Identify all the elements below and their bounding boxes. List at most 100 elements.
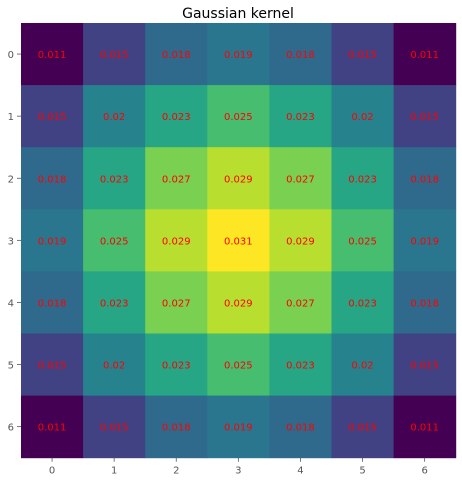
- cell-value-label: 0.023: [100, 298, 129, 309]
- heatmap-cell-1-1: [83, 85, 146, 148]
- cell-value-label: 0.029: [162, 236, 191, 247]
- heatmap-cell-0-2: [145, 23, 208, 86]
- cell-value-label: 0.023: [162, 361, 191, 372]
- heatmap-cell-6-1: [83, 395, 146, 459]
- heatmap-cell-2-1: [83, 147, 146, 210]
- cell-value-label: 0.018: [162, 423, 191, 434]
- x-tick-label: 4: [297, 466, 303, 477]
- cell-value-label: 0.023: [286, 112, 315, 123]
- cell-value-label: 0.023: [286, 361, 315, 372]
- cell-value-label: 0.029: [224, 174, 253, 185]
- cell-value-label: 0.02: [351, 112, 373, 123]
- heatmap-cell-2-0: [21, 147, 84, 210]
- cell-value-label: 0.025: [224, 361, 253, 372]
- heatmap-cell-0-6: [393, 23, 457, 86]
- cell-value-label: 0.031: [224, 236, 253, 247]
- heatmap-cell-5-0: [21, 333, 84, 397]
- heatmap-cell-4-6: [393, 271, 457, 334]
- x-tick-label: 3: [235, 466, 241, 477]
- cell-value-label: 0.018: [38, 298, 67, 309]
- heatmap-cell-6-6: [393, 395, 457, 459]
- cell-value-label: 0.019: [224, 423, 253, 434]
- x-tick-label: 6: [421, 466, 427, 477]
- cell-value-label: 0.02: [351, 361, 373, 372]
- y-tick-label: 6: [8, 423, 14, 434]
- heatmap-cell-4-1: [83, 271, 146, 334]
- heatmap-cell-3-6: [393, 209, 457, 272]
- cell-value-label: 0.019: [38, 236, 67, 247]
- cell-value-label: 0.018: [410, 174, 439, 185]
- y-tick-label: 1: [8, 112, 14, 123]
- heatmap-cell-3-5: [331, 209, 395, 272]
- heatmap-cell-0-3: [207, 23, 270, 86]
- heatmap-cells: [21, 23, 457, 459]
- cell-value-label: 0.019: [410, 236, 439, 247]
- heatmap-cell-1-6: [393, 85, 457, 148]
- cell-annotations: 0.011 0.015 0.018 0.019 0.018 0.015 0.011 0.015…: [38, 50, 439, 434]
- heatmap-cell-4-2: [145, 271, 208, 334]
- heatmap-cell-2-3: [207, 147, 270, 210]
- heatmap-cell-5-1: [83, 333, 146, 397]
- heatmap-cell-3-4: [269, 209, 332, 272]
- cell-value-label: 0.023: [348, 298, 377, 309]
- cell-value-label: 0.027: [162, 174, 191, 185]
- heatmap-cell-5-3: [207, 333, 270, 397]
- heatmap-cell-0-1: [83, 23, 146, 86]
- heatmap-cell-3-0: [21, 209, 84, 272]
- cell-value-label: 0.015: [410, 361, 439, 372]
- cell-value-label: 0.015: [38, 361, 67, 372]
- cell-value-label: 0.018: [286, 50, 315, 61]
- cell-value-label: 0.018: [286, 423, 315, 434]
- cell-value-label: 0.015: [348, 423, 377, 434]
- heatmap-cell-0-0: [21, 23, 84, 86]
- y-tick-label: 5: [8, 361, 14, 372]
- heatmap-cell-3-2: [145, 209, 208, 272]
- x-tick-label: 2: [173, 466, 179, 477]
- heatmap-cell-1-0: [21, 85, 84, 148]
- heatmap-cell-4-0: [21, 271, 84, 334]
- x-axis-ticks: 0 1 2 3 4 5 6: [49, 457, 428, 477]
- y-tick-label: 0: [8, 50, 14, 61]
- cell-value-label: 0.023: [100, 174, 129, 185]
- cell-value-label: 0.018: [410, 298, 439, 309]
- cell-value-label: 0.025: [348, 236, 377, 247]
- heatmap-cell-1-5: [331, 85, 395, 148]
- heatmap-cell-0-4: [269, 23, 332, 86]
- cell-value-label: 0.011: [38, 50, 67, 61]
- heatmap-cell-1-2: [145, 85, 208, 148]
- cell-value-label: 0.011: [38, 423, 67, 434]
- heatmap-cell-0-5: [331, 23, 395, 86]
- cell-value-label: 0.018: [38, 174, 67, 185]
- y-tick-label: 4: [8, 298, 14, 309]
- heatmap-cell-1-3: [207, 85, 270, 148]
- heatmap-cell-6-2: [145, 395, 208, 459]
- heatmap-cell-5-4: [269, 333, 332, 397]
- heatmap-cell-5-5: [331, 333, 395, 397]
- heatmap-cell-2-5: [331, 147, 395, 210]
- heatmap-cell-4-5: [331, 271, 395, 334]
- heatmap-cell-3-3: [207, 209, 270, 272]
- heatmap-cell-5-2: [145, 333, 208, 397]
- x-tick-label: 0: [49, 466, 55, 477]
- cell-value-label: 0.015: [348, 50, 377, 61]
- cell-value-label: 0.025: [224, 112, 253, 123]
- cell-value-label: 0.02: [103, 361, 125, 372]
- cell-value-label: 0.029: [286, 236, 315, 247]
- heatmap-cell-6-5: [331, 395, 395, 459]
- cell-value-label: 0.015: [100, 50, 129, 61]
- y-axis-ticks: 0 1 2 3 4 5 6: [8, 50, 21, 434]
- heatmap-cell-2-6: [393, 147, 457, 210]
- cell-value-label: 0.027: [286, 174, 315, 185]
- cell-value-label: 0.025: [100, 236, 129, 247]
- heatmap-cell-4-4: [269, 271, 332, 334]
- heatmap-cell-2-2: [145, 147, 208, 210]
- x-tick-label: 1: [111, 466, 117, 477]
- cell-value-label: 0.011: [410, 50, 439, 61]
- cell-value-label: 0.029: [224, 298, 253, 309]
- cell-value-label: 0.027: [286, 298, 315, 309]
- heatmap-cell-5-6: [393, 333, 457, 397]
- cell-value-label: 0.011: [410, 423, 439, 434]
- cell-value-label: 0.018: [162, 50, 191, 61]
- cell-value-label: 0.019: [224, 50, 253, 61]
